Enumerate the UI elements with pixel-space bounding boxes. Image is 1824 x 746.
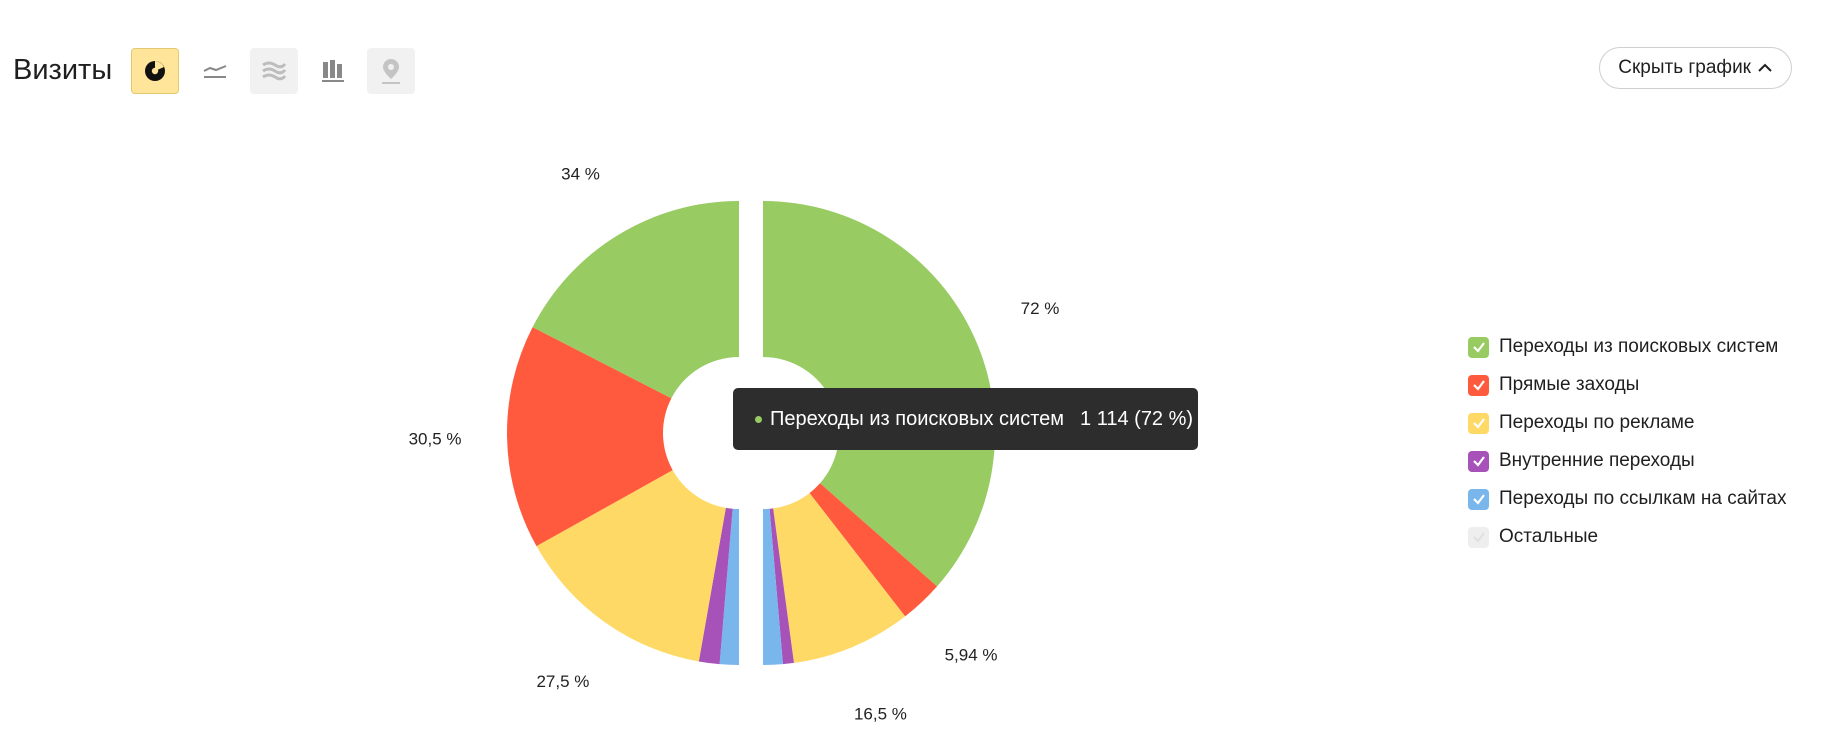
legend-item-others[interactable]: Остальные (1468, 518, 1787, 556)
chevron-up-icon (1758, 63, 1772, 72)
line-view-button[interactable] (191, 48, 239, 94)
pie-slice-left-direct[interactable] (506, 327, 673, 547)
legend-label: Внутренние переходы (1499, 450, 1695, 471)
area-view-button[interactable] (250, 48, 298, 94)
legend-label: Переходы по рекламе (1499, 412, 1695, 433)
pie-percent-label: 27,5 % (536, 672, 589, 691)
hide-chart-button[interactable]: Скрыть график (1599, 47, 1792, 89)
pie-view-button[interactable] (131, 48, 179, 94)
pie-slice-left-links[interactable] (719, 508, 739, 665)
area-chart-icon (262, 61, 287, 81)
map-view-button[interactable] (367, 48, 415, 94)
legend-item-internal[interactable]: Внутренние переходы (1468, 442, 1787, 480)
chart-tooltip: Переходы из поисковых систем 1 114 (72 %… (733, 388, 1198, 450)
checkbox-icon[interactable] (1468, 488, 1489, 510)
legend-item-direct[interactable]: Прямые заходы (1468, 366, 1787, 404)
pie-slice-right-internal[interactable] (769, 508, 794, 665)
page-title: Визиты (13, 54, 113, 86)
legend-item-search[interactable]: Переходы из поисковых систем (1468, 328, 1787, 366)
chart-legend: Переходы из поисковых систем Прямые захо… (1468, 328, 1787, 556)
legend-label: Прямые заходы (1499, 374, 1640, 395)
pie-slice-left-search[interactable] (532, 201, 739, 399)
hide-chart-label: Скрыть график (1618, 57, 1751, 78)
pie-percent-label: 30,5 % (409, 429, 462, 448)
checkbox-icon[interactable] (1468, 526, 1489, 548)
legend-item-ads[interactable]: Переходы по рекламе (1468, 404, 1787, 442)
bar-view-button[interactable] (309, 48, 357, 94)
tooltip-color-dot (755, 415, 762, 423)
pie-slice-right-ads[interactable] (773, 493, 906, 663)
tooltip-label: Переходы из поисковых систем (770, 407, 1065, 430)
checkbox-icon[interactable] (1468, 412, 1489, 434)
pie-chart-icon (145, 61, 165, 81)
bar-chart-icon (322, 60, 344, 82)
tooltip-value: 1 114 (72 %) (1080, 407, 1194, 430)
legend-label: Переходы из поисковых систем (1499, 336, 1779, 357)
pie-percent-label: 72 % (1021, 299, 1060, 318)
pie-percent-label: 16,5 % (854, 704, 907, 723)
legend-label: Переходы по ссылкам на сайтах (1499, 488, 1787, 509)
pie-slice-left-internal[interactable] (698, 507, 733, 665)
pie-slice-right-links[interactable] (763, 508, 783, 665)
map-pin-icon (382, 59, 400, 84)
pie-slice-right-direct[interactable] (809, 483, 938, 617)
pie-percent-label: 5,94 % (945, 646, 998, 665)
line-chart-icon (203, 65, 227, 78)
legend-item-links[interactable]: Переходы по ссылкам на сайтах (1468, 480, 1787, 518)
checkbox-icon[interactable] (1468, 450, 1489, 472)
legend-label: Остальные (1499, 526, 1599, 547)
checkbox-icon[interactable] (1468, 336, 1489, 358)
checkbox-icon[interactable] (1468, 374, 1489, 396)
pie-percent-label: 34 % (561, 165, 600, 184)
pie-slice-left-ads[interactable] (536, 470, 726, 662)
